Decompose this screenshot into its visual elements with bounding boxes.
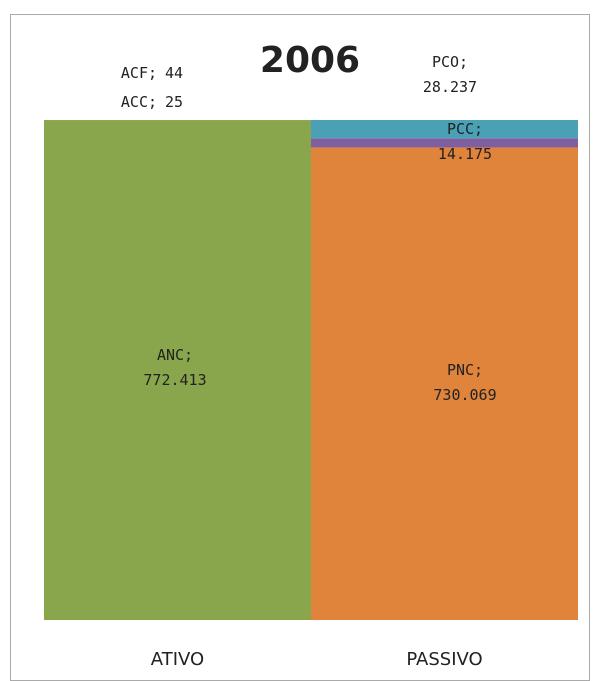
label-value: 25 bbox=[165, 93, 183, 111]
data-label: ACC; 25 bbox=[121, 93, 183, 111]
label-separator: ; bbox=[148, 64, 157, 82]
x-tick-label: PASSIVO bbox=[406, 649, 482, 670]
label-name: ANC bbox=[157, 346, 184, 364]
label-separator: ; bbox=[184, 346, 193, 364]
data-label: PCC; 14.175 bbox=[438, 120, 492, 163]
label-separator: ; bbox=[474, 361, 483, 379]
bar-segment bbox=[311, 147, 578, 620]
label-value: 44 bbox=[165, 64, 183, 82]
label-value: 28.237 bbox=[423, 78, 477, 96]
data-label: ACF; 44 bbox=[121, 64, 183, 82]
label-value: 14.175 bbox=[438, 145, 492, 163]
bar-segment bbox=[44, 120, 311, 620]
label-name: ACC bbox=[121, 93, 148, 111]
label-name: PCO bbox=[432, 53, 459, 71]
label-value: 772.413 bbox=[143, 371, 206, 389]
label-separator: ; bbox=[474, 120, 483, 138]
label-name: ACF bbox=[121, 64, 148, 82]
label-separator: ; bbox=[459, 53, 468, 71]
label-separator: ; bbox=[148, 93, 157, 111]
label-name: PCC bbox=[447, 120, 474, 138]
x-tick-label: ATIVO bbox=[151, 649, 204, 670]
label-value: 730.069 bbox=[433, 386, 496, 404]
bar-segment bbox=[311, 120, 578, 139]
data-label: PNC; 730.069 bbox=[433, 361, 496, 404]
data-label: PCO; 28.237 bbox=[423, 53, 477, 96]
bar-segment bbox=[311, 138, 578, 148]
chart-title: 2006 bbox=[260, 40, 360, 81]
data-label: ANC; 772.413 bbox=[143, 346, 206, 389]
label-name: PNC bbox=[447, 361, 474, 379]
